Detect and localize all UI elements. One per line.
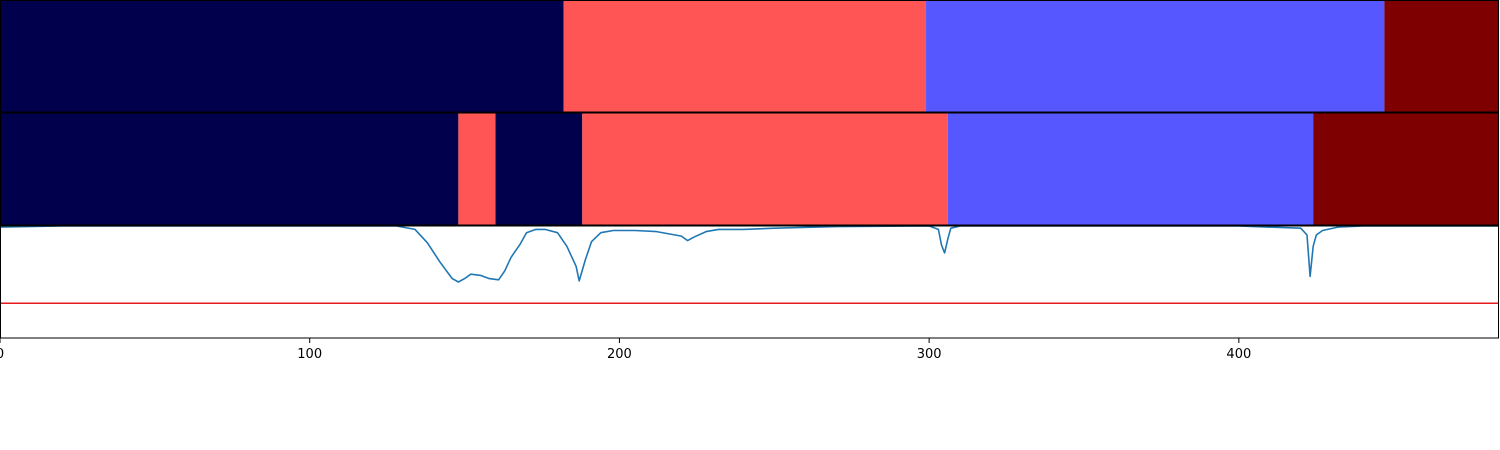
line-plot-panel [0,225,1499,338]
segment-top-1 [563,0,927,112]
x-tick-label-0: 0 [0,347,4,362]
x-tick-label-400: 400 [1226,347,1251,362]
panel-frames [0,0,1499,339]
panel-frame-0 [0,0,1499,113]
segment-bar-top [0,0,1499,112]
segment-top-0 [0,0,564,112]
x-tick-label-100: 100 [297,347,322,362]
segment-middle-3 [582,113,948,225]
segment-middle-4 [947,113,1314,225]
x-axis: 0 100 200 300 400 [0,338,1251,362]
segment-bar-middle [0,113,1499,225]
segment-top-3 [1384,0,1499,112]
segment-top-2 [926,0,1385,112]
panel-frame-2 [0,225,1499,339]
x-tick-label-200: 200 [607,347,632,362]
panel-frame-1 [0,112,1499,226]
segment-middle-5 [1313,113,1499,225]
segment-middle-0 [0,113,459,225]
segment-middle-1 [458,113,496,225]
x-tick-label-300: 300 [917,347,942,362]
plot-area-background [0,226,1499,338]
segment-middle-2 [495,113,583,225]
